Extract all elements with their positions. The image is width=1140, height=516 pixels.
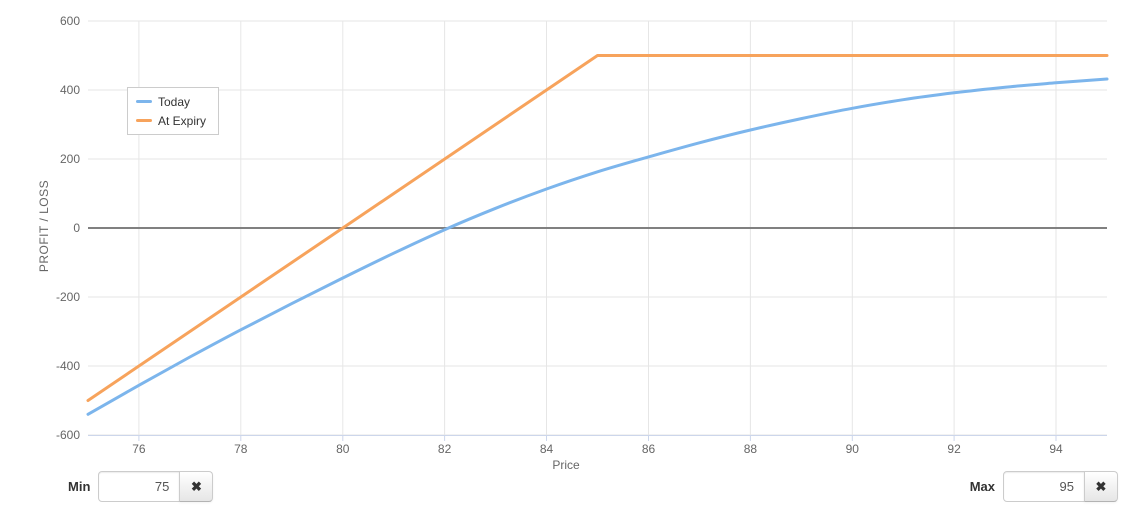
y-tick-label: 0 — [73, 221, 80, 235]
clear-x-icon: ✖ — [190, 478, 202, 494]
x-tick-label: 84 — [540, 442, 554, 456]
y-tick-label: 400 — [60, 83, 80, 97]
profit-loss-chart: -600 -400 -200 0 200 400 600 76 78 80 82 84 86 88 90 92… — [0, 0, 1140, 472]
y-tick-label: -600 — [56, 428, 80, 442]
today-line-swatch — [136, 100, 152, 103]
x-tick-label: 78 — [234, 442, 248, 456]
max-price-input[interactable] — [1003, 471, 1085, 502]
legend-label-today: Today — [158, 94, 191, 109]
min-price-input[interactable] — [98, 471, 181, 502]
max-price-control: Max ✖ — [970, 471, 1118, 502]
min-price-control: Min ✖ — [68, 471, 214, 502]
max-label: Max — [969, 479, 995, 494]
x-tick-label: 88 — [744, 442, 758, 456]
y-tick-label: 600 — [60, 14, 80, 28]
max-input-group: ✖ — [1003, 471, 1118, 502]
chart-plot-area[interactable]: -600 -400 -200 0 200 400 600 76 78 80 82 84 86 88 90 92… — [0, 0, 1140, 470]
at-expiry-line[interactable] — [86, 54, 1109, 402]
min-input-group: ✖ — [98, 471, 214, 502]
x-tick-label: 94 — [1049, 442, 1063, 456]
y-tick-label: -400 — [56, 359, 80, 373]
clear-x-icon: ✖ — [1095, 478, 1107, 494]
y-tick-label: -200 — [56, 290, 80, 304]
x-tick-label: 80 — [336, 442, 350, 456]
y-tick-label: 200 — [60, 152, 80, 166]
x-tick-label: 82 — [438, 442, 452, 456]
today-line[interactable] — [86, 77, 1109, 416]
legend-item-today[interactable]: Today — [136, 92, 206, 111]
y-axis-title: PROFIT / LOSS — [37, 179, 51, 273]
x-tick-label: 90 — [846, 442, 860, 456]
max-clear-button[interactable]: ✖ — [1084, 471, 1118, 502]
x-tick-label: 86 — [642, 442, 656, 456]
x-tick-label: 92 — [947, 442, 961, 456]
at-expiry-line-swatch — [136, 119, 152, 122]
min-clear-button[interactable]: ✖ — [179, 471, 214, 502]
chart-legend: Today At Expiry — [127, 87, 220, 135]
min-label: Min — [68, 479, 91, 494]
x-tick-label: 76 — [132, 442, 146, 456]
legend-item-at-expiry[interactable]: At Expiry — [136, 111, 206, 130]
x-axis-title: Price — [552, 458, 580, 472]
legend-label-at-expiry: At Expiry — [158, 113, 207, 128]
